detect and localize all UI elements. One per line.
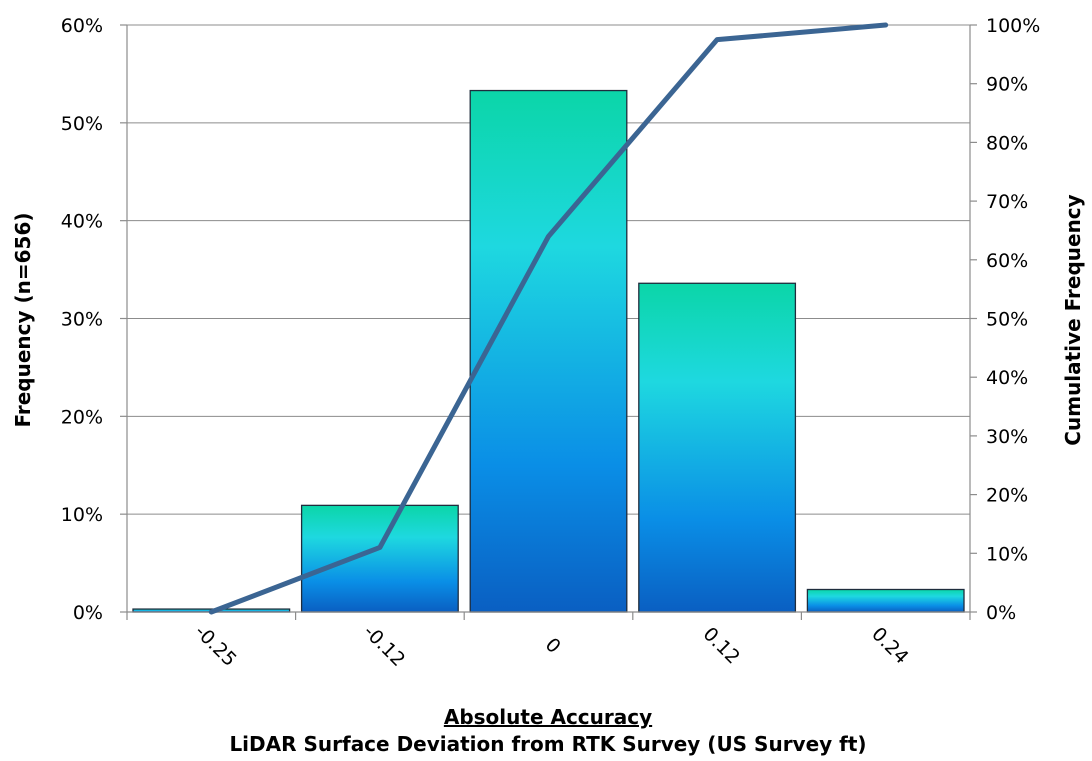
y-right-tick-label-3: 30% [986,426,1028,448]
x-axis-title: Absolute Accuracy [444,705,652,729]
y-right-tick-label-1: 10% [986,543,1028,565]
y-right-tick-label-0: 0% [986,602,1016,624]
bar-series [132,89,965,613]
y-right-tick-label-7: 70% [986,191,1028,213]
x-tick-label-1: -0.12 [359,621,409,671]
y-right-tick-label-5: 50% [986,309,1028,331]
y-right-axis-title: Cumulative Frequency [1061,194,1085,445]
y-left-tick-label-2: 20% [61,406,103,428]
y-left-axis-title: Frequency (n=656) [11,212,35,427]
x-tick-label-0: -0.25 [190,621,240,671]
y-right-tick-label-8: 80% [986,132,1028,154]
axes [120,24,977,620]
y-left-tick-label-0: 0% [73,602,103,624]
y-right-tick-label-2: 20% [986,485,1028,507]
y-left-tick-label-6: 60% [61,15,103,37]
x-axis-subtitle: LiDAR Surface Deviation from RTK Survey … [229,732,866,756]
x-tick-label-3: 0.12 [699,623,744,668]
y-left-tick-label-5: 50% [61,113,103,135]
cumulative-line-series [208,22,889,615]
y-left-tick-label-3: 30% [61,309,103,331]
cumulative-line [208,22,889,615]
bar-3 [638,282,797,613]
x-tick-label-2: 0 [541,634,565,658]
y-left-tick-label-1: 10% [61,504,103,526]
y-left-tick-label-4: 40% [61,211,103,233]
y-right-tick-label-10: 100% [986,15,1040,37]
bar-1 [300,504,459,613]
y-right-tick-label-9: 90% [986,74,1028,96]
y-right-tick-label-4: 40% [986,367,1028,389]
y-right-tick-label-6: 60% [986,250,1028,272]
bar-4 [806,588,965,613]
x-tick-label-4: 0.24 [867,623,912,668]
